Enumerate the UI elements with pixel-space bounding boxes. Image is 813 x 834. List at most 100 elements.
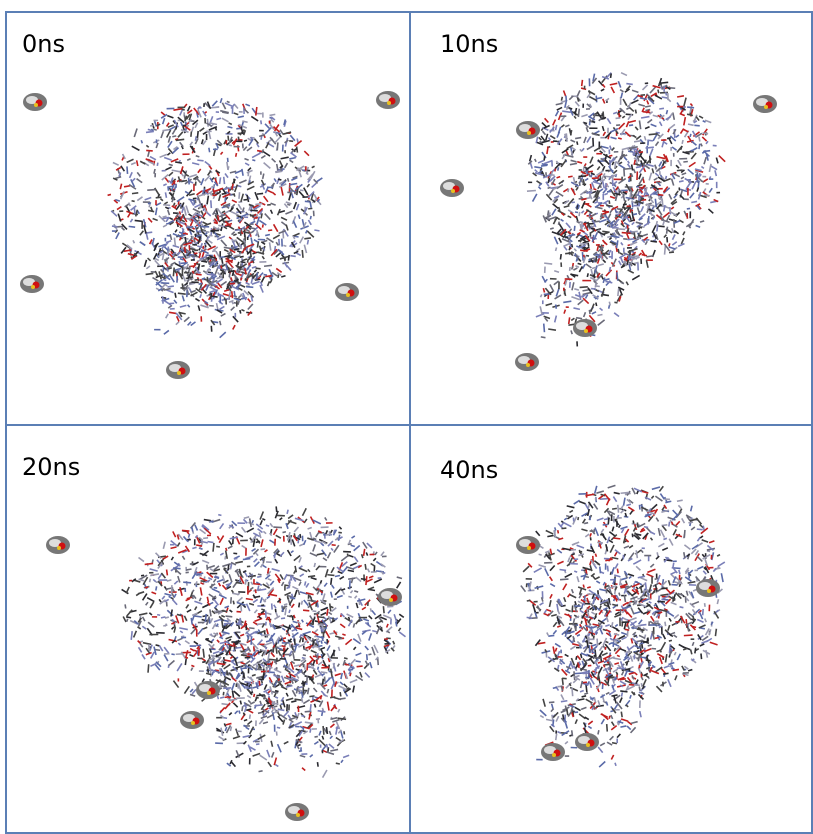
atom-bond	[263, 174, 264, 179]
atom-bond	[317, 602, 318, 607]
atom-bond	[246, 287, 253, 288]
atom-bond	[218, 515, 221, 516]
atom-bond	[544, 156, 545, 161]
atom-bond	[224, 623, 231, 624]
atom-bond	[257, 576, 261, 577]
atom-bond	[274, 553, 275, 558]
atom-bond	[167, 570, 168, 576]
atom-bond	[544, 263, 552, 264]
atom-bond	[246, 599, 253, 600]
atom-bond	[630, 192, 631, 198]
atom-bond	[161, 297, 166, 298]
atom-bond	[321, 672, 328, 673]
atom-bond	[282, 532, 285, 533]
atom-bond	[310, 216, 311, 219]
atom-bond	[617, 569, 618, 574]
atom-bond	[252, 520, 253, 523]
atom-bond	[248, 172, 249, 177]
atom-bond	[602, 295, 609, 296]
atom-bond	[169, 312, 176, 313]
atom-bond	[378, 658, 379, 665]
atom-bond	[558, 167, 559, 170]
atom-bond	[539, 554, 542, 555]
atom-bond	[238, 262, 239, 266]
atom-bond	[236, 153, 237, 157]
atom-bond	[359, 601, 360, 605]
atom-bond	[191, 131, 192, 136]
atom-bond	[302, 697, 303, 702]
atom-bond	[229, 273, 230, 277]
atom-bond	[644, 192, 645, 196]
atom-bond	[156, 586, 157, 590]
atom-bond	[622, 233, 631, 234]
atom-bond	[141, 575, 144, 576]
atom-bond	[236, 582, 243, 583]
atom-bond	[281, 618, 285, 619]
atom-bond	[314, 563, 315, 567]
atom-bond	[666, 110, 667, 114]
atom-bond	[157, 163, 158, 166]
atom-bond	[361, 579, 367, 580]
atom-bond	[289, 610, 290, 613]
atom-bond	[396, 622, 397, 627]
atom-bond	[150, 125, 153, 126]
atom-bond	[209, 655, 210, 658]
atom-bond	[322, 750, 323, 753]
atom-bond	[611, 74, 612, 78]
atom-bond	[617, 229, 625, 230]
atom-bond	[260, 701, 261, 704]
atom-bond	[211, 200, 212, 208]
atom-bond	[186, 227, 193, 228]
atom-bond	[348, 578, 355, 579]
atom-bond	[203, 649, 204, 658]
atom-bond	[148, 203, 151, 204]
atom-bond	[628, 239, 635, 240]
atom-bond	[289, 141, 293, 142]
atom-bond	[679, 181, 684, 182]
atom-bond	[662, 198, 663, 206]
atom-bond	[308, 576, 315, 577]
atom-bond	[621, 712, 622, 718]
atom-bond	[261, 549, 266, 550]
atom-bond	[202, 662, 206, 663]
atom-bond	[624, 207, 630, 208]
atom-bond	[296, 626, 299, 627]
atom-bond	[184, 247, 185, 253]
atom-bond	[654, 621, 659, 622]
atom-bond	[609, 267, 610, 272]
atom-bond	[264, 265, 272, 266]
atom-bond	[338, 698, 345, 699]
atom-bond	[202, 278, 205, 279]
atom-bond	[279, 239, 280, 245]
atom-bond	[627, 260, 628, 265]
figure: 0ns 10ns 20ns 40ns	[0, 0, 813, 834]
atom-bond	[220, 697, 224, 698]
atom-bond	[327, 609, 328, 616]
atom-bond	[370, 608, 371, 611]
atom-bond	[316, 639, 319, 640]
atom-bond	[658, 226, 664, 227]
atom-bond	[310, 704, 311, 711]
atom-bond	[589, 90, 590, 93]
atom-bond	[216, 546, 220, 547]
atom-bond	[238, 137, 239, 140]
atom-bond	[283, 245, 286, 246]
atom-bond	[197, 131, 198, 138]
atom-bond	[172, 136, 176, 137]
atom-bond	[307, 676, 308, 683]
atom-bond	[204, 520, 211, 521]
atom-bond	[580, 224, 581, 229]
atom-bond	[304, 682, 305, 686]
atom-bond	[209, 148, 210, 153]
atom-bond	[383, 606, 384, 613]
atom-bond	[340, 692, 341, 696]
atom-bond	[579, 222, 582, 223]
atom-bond	[618, 138, 622, 139]
atom-bond	[257, 273, 258, 280]
atom-bond	[692, 626, 696, 627]
atom-bond	[243, 713, 244, 716]
atom-bond	[275, 691, 278, 692]
atom-bond	[278, 179, 281, 180]
atom-bond	[312, 611, 316, 612]
atom-bond	[366, 576, 367, 585]
